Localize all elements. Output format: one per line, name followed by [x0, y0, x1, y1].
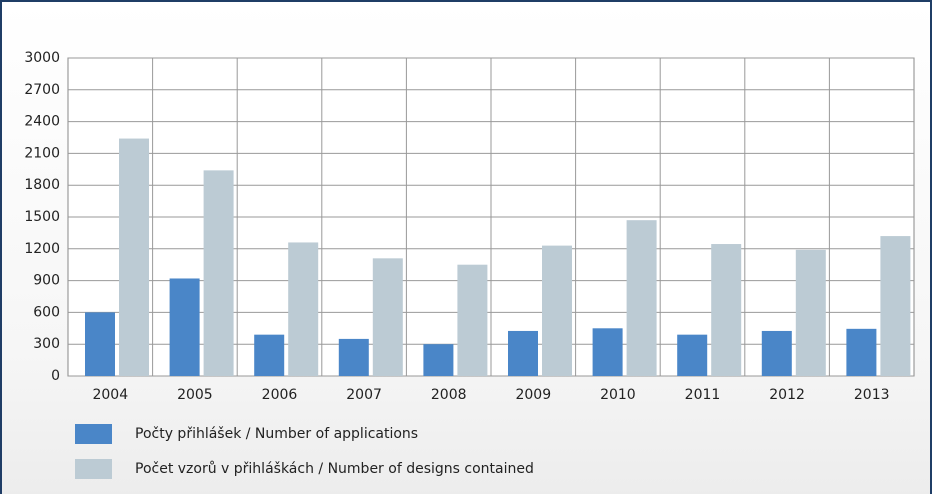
- bar: [846, 328, 877, 376]
- x-tick-label: 2008: [431, 387, 467, 403]
- bar: [795, 249, 826, 376]
- x-tick-label: 2012: [769, 387, 805, 403]
- y-tick-label: 2100: [24, 145, 60, 161]
- bar: [592, 328, 623, 376]
- bar: [761, 330, 792, 376]
- bar: [203, 170, 234, 376]
- x-tick-label: 2009: [515, 387, 551, 403]
- bar: [423, 344, 454, 376]
- bar: [169, 278, 200, 376]
- y-tick-label: 1200: [24, 241, 60, 257]
- y-tick-label: 300: [33, 336, 60, 352]
- legend-label: Počet vzorů v přihláškách / Number of de…: [135, 461, 534, 477]
- y-tick-label: 900: [33, 273, 60, 289]
- bar: [677, 334, 708, 376]
- bar: [85, 312, 115, 376]
- x-tick-label: 2010: [600, 387, 636, 403]
- y-tick-label: 1800: [24, 177, 60, 193]
- y-tick-label: 2700: [24, 82, 60, 98]
- x-tick-label: 2007: [346, 387, 382, 403]
- x-tick-label: 2006: [262, 387, 298, 403]
- bar: [372, 258, 403, 376]
- y-tick-label: 3000: [24, 50, 60, 66]
- bar: [626, 220, 657, 376]
- bar: [542, 245, 572, 376]
- bar: [457, 264, 488, 376]
- x-tick-label: 2005: [177, 387, 213, 403]
- bar: [711, 244, 742, 376]
- y-tick-label: 1500: [24, 209, 60, 225]
- legend-swatch: [75, 459, 112, 479]
- x-tick-label: 2011: [685, 387, 721, 403]
- y-tick-label: 2400: [24, 114, 60, 130]
- x-tick-label: 2013: [854, 387, 890, 403]
- y-tick-label: 0: [51, 368, 60, 384]
- x-tick-label: 2004: [92, 387, 128, 403]
- bar: [288, 242, 319, 376]
- bar: [508, 330, 538, 376]
- y-tick-label: 600: [33, 304, 60, 320]
- bar: [254, 334, 285, 376]
- bar: [119, 138, 149, 376]
- legend-label: Počty přihlášek / Number of applications: [135, 426, 418, 442]
- bar: [338, 338, 369, 376]
- bar: [880, 236, 911, 376]
- legend-swatch: [75, 424, 112, 444]
